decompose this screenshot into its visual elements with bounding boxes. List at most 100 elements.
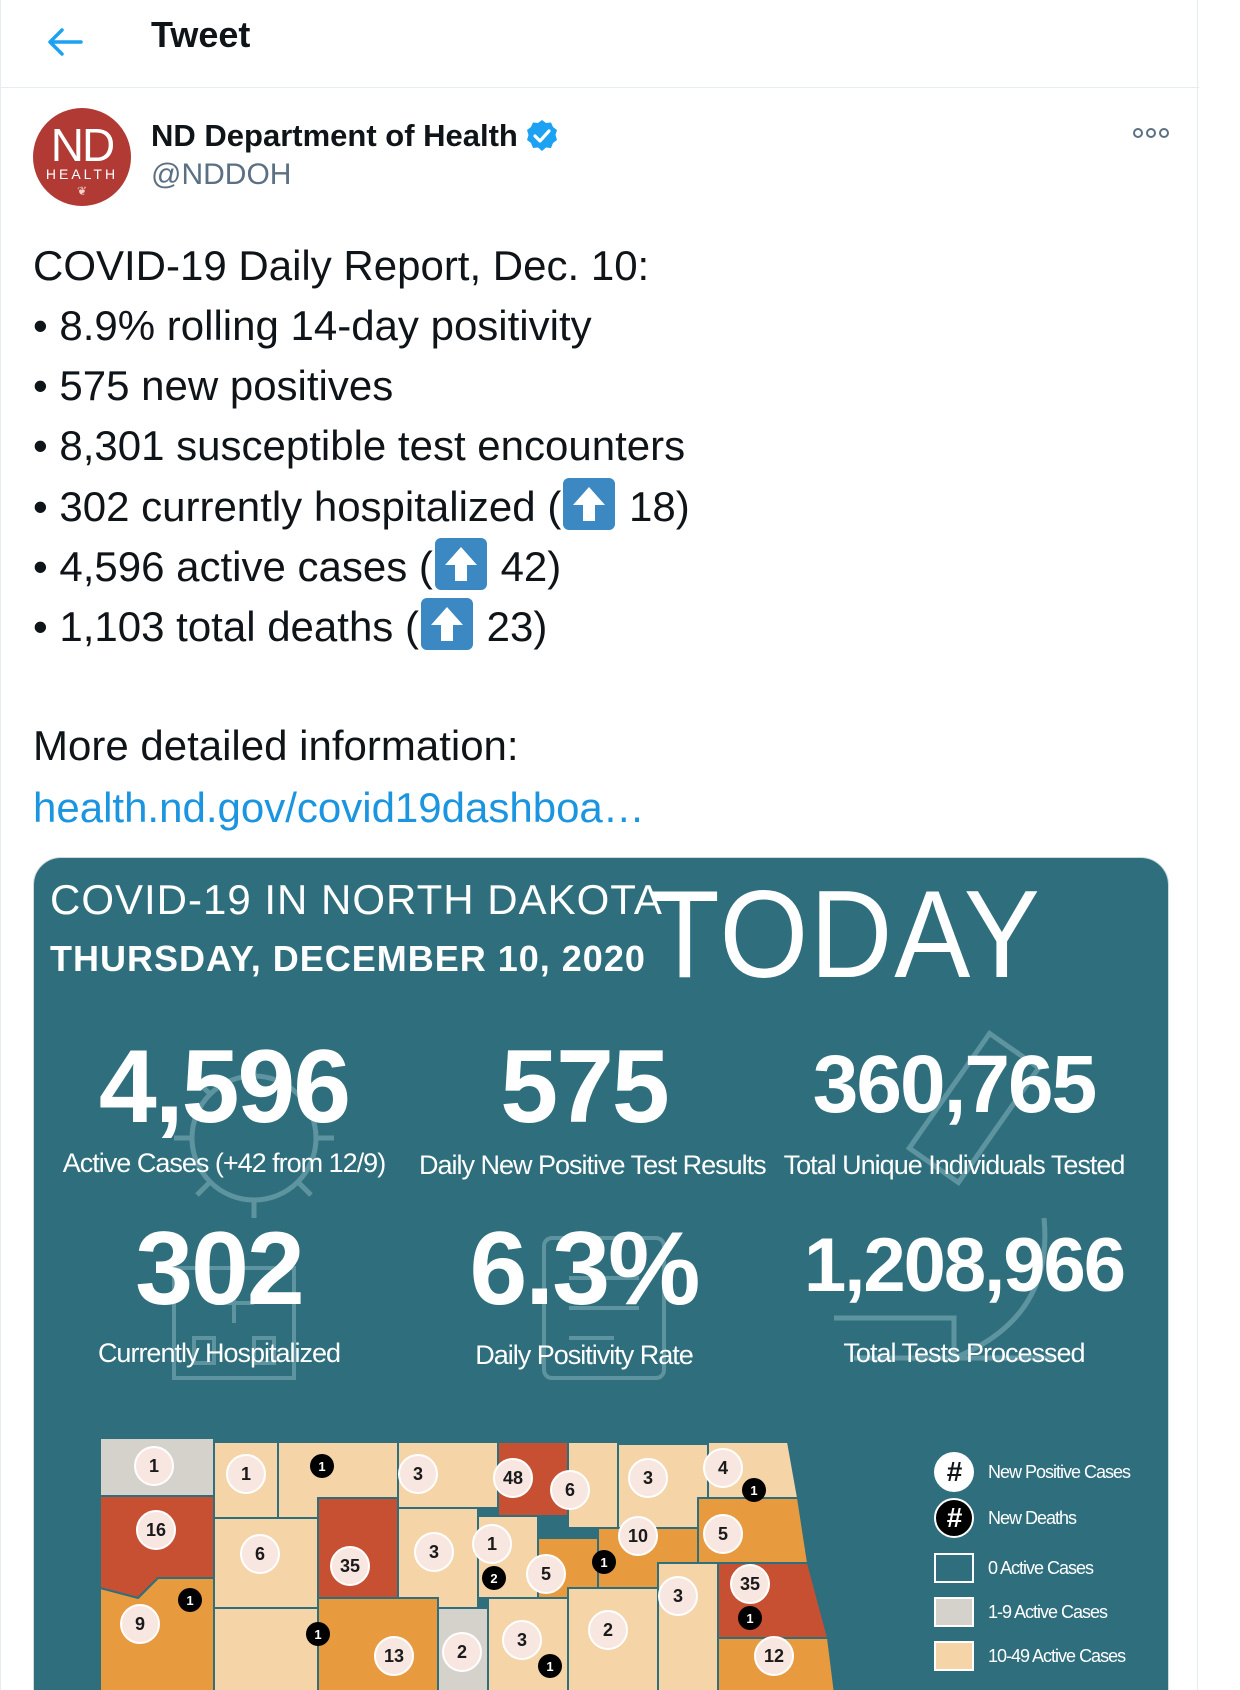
legend-label: 10-49 Active Cases	[988, 1645, 1126, 1666]
legend-label: 0 Active Cases	[988, 1557, 1094, 1578]
positive-case-count: 48	[503, 1468, 523, 1488]
clipboard-decoration-icon	[542, 1236, 666, 1380]
positive-case-badge: 1	[472, 1524, 512, 1564]
infographic-title: COVID-19 IN NORTH DAKOTA	[50, 876, 663, 923]
more-options-button[interactable]	[1123, 118, 1179, 148]
hash-deaths-icon: #	[934, 1498, 974, 1538]
positive-case-badge: 5	[703, 1514, 743, 1554]
author-name[interactable]: ND Department of Health	[151, 118, 518, 153]
avatar[interactable]: ND HEALTH ❦	[33, 108, 131, 206]
county-region	[213, 1607, 319, 1690]
new-death-count: 1	[318, 1459, 325, 1474]
legend-label: New Positive Cases	[988, 1461, 1131, 1482]
tweet-bullet-deaths: • 1,103 total deaths ( 23)	[33, 598, 547, 655]
tweet-image[interactable]: COVID-19 IN NORTH DAKOTA THURSDAY, DECEM…	[33, 857, 1169, 1690]
tweet-bullet-positivity: • 8.9% rolling 14-day positivity	[33, 302, 592, 349]
tweet-bullet-hospitalized: • 302 currently hospitalized ( 18)	[33, 478, 690, 535]
tweet-column: Tweet ND HEALTH ❦ ND Department of Healt…	[0, 0, 1199, 1690]
infographic-today: TODAY	[650, 866, 1042, 1004]
tweet-bullet-new-positives: • 575 new positives	[33, 362, 394, 409]
author-handle[interactable]: @NDDOH	[151, 158, 292, 191]
positive-case-count: 12	[764, 1646, 784, 1666]
new-death-badge: 1	[310, 1454, 334, 1478]
tweet-text: • 1,103 total deaths (	[33, 603, 419, 650]
stat-positivity-rate-value: 6.3%	[469, 1211, 700, 1327]
positive-case-count: 35	[740, 1574, 760, 1594]
legend-new-deaths: # New Deaths	[934, 1498, 1077, 1538]
positive-case-count: 6	[565, 1480, 575, 1500]
top-bar: Tweet	[1, 0, 1199, 88]
positive-case-badge: 35	[730, 1564, 770, 1604]
tweet-bullet-active-cases: • 4,596 active cases ( 42)	[33, 538, 561, 595]
new-death-badge: 1	[592, 1550, 616, 1574]
positive-case-badge: 6	[240, 1534, 280, 1574]
stat-active-cases-value: 4,596	[98, 1029, 351, 1145]
new-death-count: 1	[750, 1483, 757, 1498]
new-death-badge: 1	[306, 1622, 330, 1646]
stat-new-positives-caption: Daily New Positive Test Results	[419, 1150, 767, 1180]
more-dots-icon	[1133, 128, 1169, 138]
tweet-text: • 302 currently hospitalized (	[33, 483, 562, 530]
positive-case-count: 6	[255, 1544, 265, 1564]
positive-case-count: 3	[673, 1586, 683, 1606]
stat-individuals-tested-caption: Total Unique Individuals Tested	[783, 1150, 1126, 1180]
stat-positivity-rate-caption: Daily Positivity Rate	[475, 1340, 694, 1370]
positive-case-count: 5	[541, 1564, 551, 1584]
tweet-more-info: More detailed information:	[33, 722, 519, 769]
stat-total-tests-caption: Total Tests Processed	[843, 1338, 1085, 1368]
legend-new-positive: # New Positive Cases	[934, 1452, 1131, 1492]
leaf-icon: ❦	[77, 184, 88, 198]
positive-case-count: 3	[429, 1542, 439, 1562]
tweet-text-line: COVID-19 Daily Report, Dec. 10:	[33, 242, 650, 289]
positive-case-badge: 13	[374, 1636, 414, 1676]
stat-new-positives-value: 575	[500, 1029, 670, 1145]
new-death-count: 1	[186, 1593, 193, 1608]
positive-case-count: 16	[146, 1520, 166, 1540]
positive-case-count: 35	[340, 1556, 360, 1576]
virus-decoration-icon	[174, 1058, 334, 1218]
new-death-badge: 1	[742, 1478, 766, 1502]
back-button[interactable]	[35, 12, 95, 72]
stat-hospitalized-value: 302	[135, 1211, 305, 1327]
new-death-count: 1	[600, 1555, 607, 1570]
positive-case-badge: 5	[526, 1554, 566, 1594]
positive-case-count: 10	[628, 1526, 648, 1546]
positive-case-count: 3	[413, 1464, 423, 1484]
positive-case-badge: 35	[330, 1546, 370, 1586]
new-death-badge: 2	[482, 1566, 506, 1590]
positive-case-badge: 12	[754, 1636, 794, 1676]
positive-case-badge: 1	[226, 1454, 266, 1494]
positive-case-count: 3	[643, 1468, 653, 1488]
positive-case-badge: 6	[550, 1470, 590, 1510]
positive-case-badge: 3	[658, 1576, 698, 1616]
stat-individuals-tested-value: 360,765	[812, 1039, 1097, 1130]
legend-zero-active: 0 Active Cases	[934, 1548, 1094, 1588]
positive-case-badge: 48	[493, 1458, 533, 1498]
legend-ten-fortynine: 10-49 Active Cases	[934, 1636, 1126, 1676]
new-death-count: 1	[746, 1611, 753, 1626]
positive-case-badge: 10	[618, 1516, 658, 1556]
positive-case-count: 9	[135, 1614, 145, 1634]
infographic-date: THURSDAY, DECEMBER 10, 2020	[50, 938, 646, 979]
stat-total-tests-value: 1,208,966	[803, 1223, 1126, 1308]
up-arrow-icon	[420, 598, 473, 650]
stat-hospitalized-caption: Currently Hospitalized	[97, 1338, 341, 1368]
legend-label: 1-9 Active Cases	[988, 1601, 1108, 1622]
positive-case-badge: 1	[134, 1446, 174, 1486]
arrow-left-icon	[48, 28, 83, 56]
positive-case-count: 2	[457, 1642, 467, 1662]
legend-swatch	[934, 1553, 974, 1583]
positive-case-badge: 4	[703, 1448, 743, 1488]
legend-swatch	[934, 1597, 974, 1627]
positive-case-badge: 3	[398, 1454, 438, 1494]
positive-case-count: 2	[603, 1620, 613, 1640]
positive-case-badge: 9	[120, 1604, 160, 1644]
new-death-badge: 1	[738, 1606, 762, 1630]
dashboard-link[interactable]: health.nd.gov/covid19dashboa…	[33, 784, 645, 831]
positive-case-count: 3	[517, 1630, 527, 1650]
stat-active-cases-caption: Active Cases (+42 from 12/9)	[62, 1148, 386, 1178]
new-death-badge: 1	[538, 1654, 562, 1678]
microscope-decoration-icon	[834, 1029, 1054, 1361]
tweet-text: 23)	[474, 603, 548, 650]
